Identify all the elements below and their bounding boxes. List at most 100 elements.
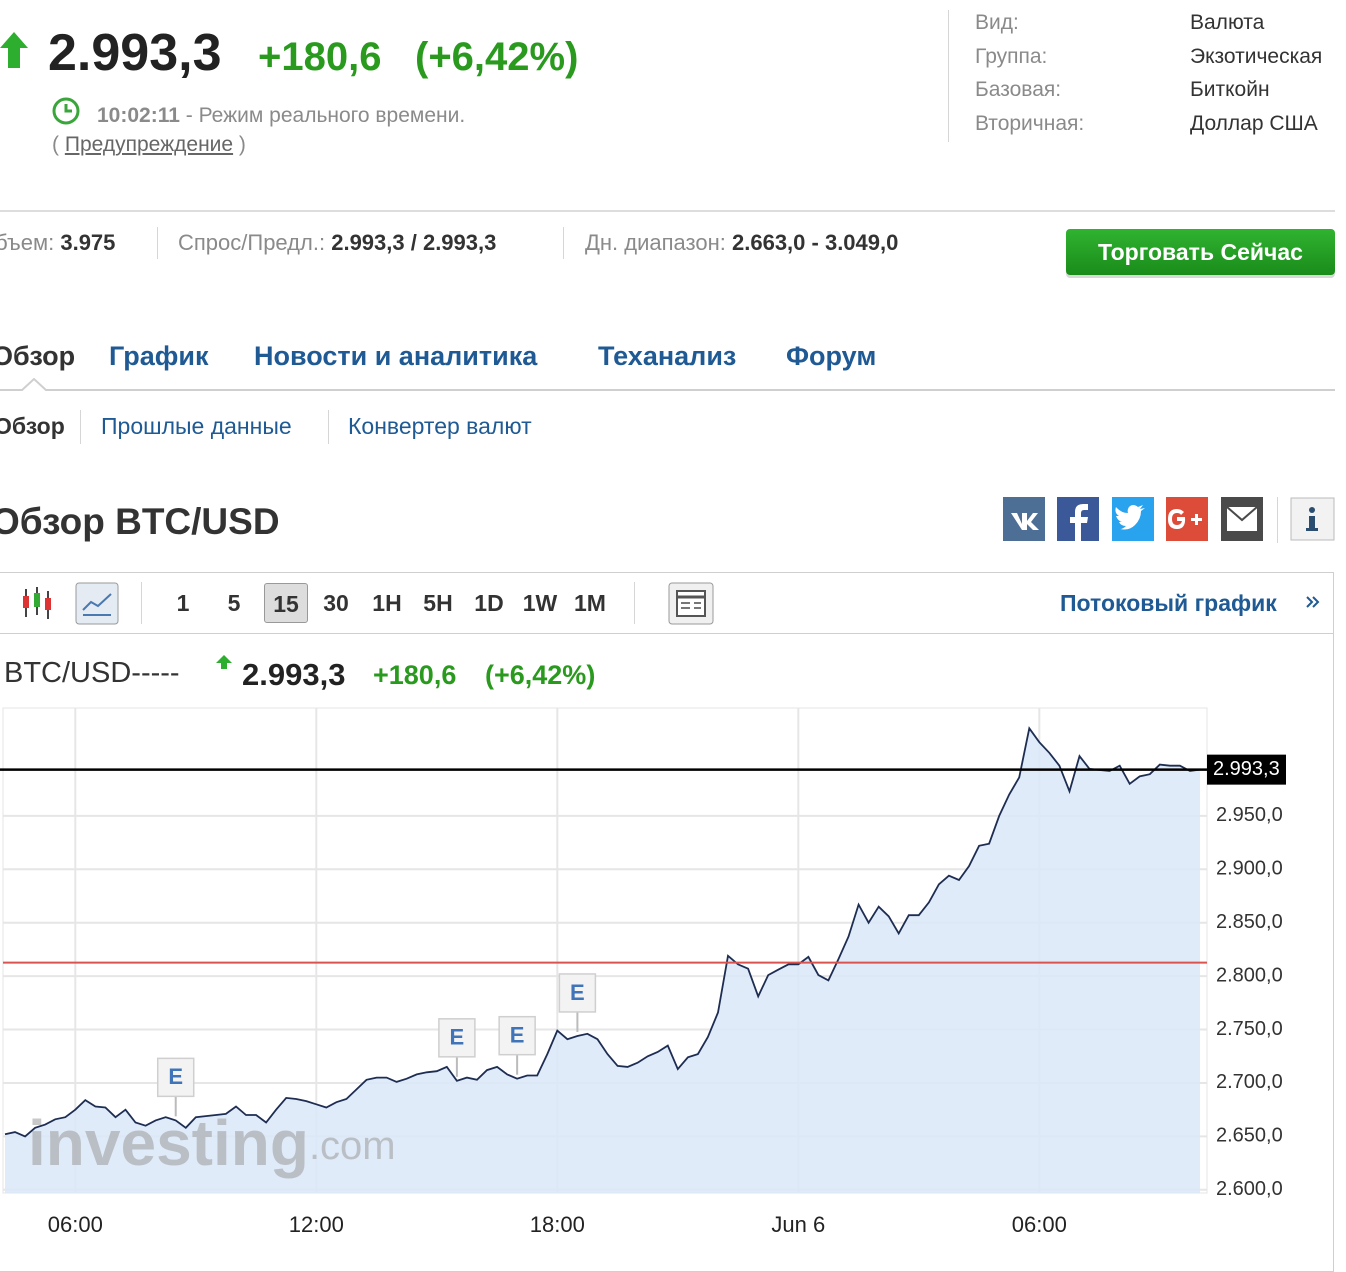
event-label: E	[450, 1025, 465, 1050]
watermark-domain: .com	[309, 1124, 396, 1168]
interval-button[interactable]: 1M	[574, 590, 606, 616]
y-tick-label: 2.800,0	[1216, 964, 1283, 986]
interval-button[interactable]: 30	[323, 590, 349, 616]
interval-button[interactable]: 1W	[522, 590, 558, 616]
subtab[interactable]: Прошлые данные	[101, 413, 292, 439]
vk-icon[interactable]	[1003, 497, 1045, 541]
price-line	[4, 726, 1201, 1138]
change: +180,6	[258, 35, 382, 79]
chevron-icon	[1306, 596, 1320, 608]
info-label: Вид:	[975, 11, 1019, 34]
interval-button[interactable]: 1H	[372, 590, 402, 616]
y-tick-label: 2.700,0	[1216, 1071, 1283, 1093]
interval-button-active[interactable]: 15	[264, 583, 308, 623]
tab-underline	[0, 389, 1335, 391]
divider	[948, 10, 949, 142]
tab[interactable]: Обзор	[0, 341, 76, 371]
y-tick-label: 2.950,0	[1216, 804, 1283, 826]
y-tick-label: 2.750,0	[1216, 1018, 1283, 1040]
price: 2.993,3	[48, 24, 222, 82]
event-marker	[558, 973, 597, 1013]
tab-caret	[21, 378, 47, 391]
separator	[1277, 497, 1278, 543]
section-title: Обзор BTC/USD	[0, 501, 280, 542]
facebook-icon[interactable]	[1057, 497, 1099, 541]
page: 2.993,3 +180,6 (+6,42%) 10:02:11 - Режим…	[0, 10, 1335, 1272]
up-arrow-icon	[216, 655, 232, 669]
line-chart-button[interactable]	[75, 582, 120, 626]
x-tick-label: 12:00	[289, 1212, 344, 1237]
warning-link[interactable]: Предупреждение	[64, 133, 234, 156]
subtab[interactable]: Обзор	[0, 413, 65, 439]
info-label: Группа:	[975, 44, 1048, 68]
info-value: Доллар США	[1190, 111, 1318, 135]
stat-value: 2.993,3 / 2.993,3	[331, 230, 497, 255]
layout-button[interactable]	[668, 582, 715, 626]
separator	[80, 410, 81, 444]
info-label: Вторичная:	[975, 111, 1085, 135]
trade-button[interactable]: Торговать Сейчас	[1066, 229, 1335, 275]
area-fill	[5, 728, 1200, 1193]
paren: (	[52, 133, 59, 156]
tab[interactable]: Новости и аналитика	[254, 341, 538, 371]
tab[interactable]: График	[109, 341, 209, 371]
event-marker	[498, 1015, 536, 1056]
interval-button[interactable]: 5	[227, 590, 241, 616]
info-value: Биткойн	[1190, 78, 1270, 101]
info-icon[interactable]	[1290, 497, 1335, 541]
interval-button[interactable]: 1D	[474, 590, 504, 616]
chart-symbol: BTC/USD-----	[4, 657, 180, 689]
separator	[157, 227, 158, 259]
time-line: 10:02:11 - Режим реального времени.	[97, 103, 465, 128]
last-price-box	[1207, 754, 1286, 785]
interval-button[interactable]: 5H	[423, 590, 453, 616]
separator	[563, 227, 564, 259]
change-percent: (+6,42%)	[415, 35, 579, 79]
x-tick-label: 18:00	[530, 1212, 585, 1237]
clock-icon	[52, 97, 80, 125]
event-label: E	[168, 1064, 183, 1089]
info-value: Валюта	[1190, 11, 1265, 34]
stat-value: 2.663,0 - 3.049,0	[732, 230, 899, 255]
time-note: - Режим реального времени.	[185, 104, 466, 127]
event-label: E	[510, 1023, 525, 1048]
separator	[328, 410, 329, 444]
googleplus-icon[interactable]	[1166, 497, 1208, 541]
stat: Спрос/Предл.: 2.993,3 / 2.993,3	[178, 230, 496, 256]
y-tick-label: 2.650,0	[1216, 1125, 1283, 1147]
tab[interactable]: Теханализ	[598, 341, 737, 371]
warning-line: ( Предупреждение )	[52, 132, 246, 157]
stat-value: 3.975	[60, 230, 116, 255]
paren: )	[238, 133, 246, 156]
stream-chart-link[interactable]: Потоковый график	[1060, 590, 1277, 616]
info-label: Базовая:	[975, 78, 1062, 101]
x-tick-label: 06:00	[1012, 1212, 1067, 1237]
y-tick-label: 2.900,0	[1216, 858, 1283, 880]
email-icon[interactable]	[1221, 497, 1263, 541]
stat: Объем: 3.975	[0, 230, 115, 256]
candlestick-button[interactable]	[20, 585, 60, 621]
twitter-icon[interactable]	[1112, 497, 1154, 541]
info-value: Экзотическая	[1190, 44, 1323, 68]
watermark: investing.com	[28, 1107, 396, 1179]
share-icons	[1003, 497, 1335, 543]
stat-label: Объем:	[0, 230, 55, 255]
event-marker	[156, 1057, 195, 1098]
toolbar-border	[0, 633, 1334, 634]
interval-button[interactable]: 1	[176, 590, 190, 616]
watermark-brand: investing	[28, 1107, 309, 1179]
time: 10:02:11	[97, 104, 180, 127]
price-chart: 2.600,0 2.650,0 2.700,0 2.750,0 2.800,0 2.850…	[0, 707, 1286, 1237]
y-tick-label: 2.600,0	[1216, 1178, 1283, 1200]
chart-change-percent: (+6,42%)	[485, 660, 596, 690]
up-arrow-icon	[0, 32, 28, 68]
stat-label: Спрос/Предл.:	[178, 230, 326, 255]
chart-change: +180,6	[373, 660, 457, 690]
stat-label: Дн. диапазон:	[585, 230, 726, 255]
subtab[interactable]: Конвертер валют	[348, 413, 532, 439]
tab[interactable]: Форум	[786, 341, 877, 371]
separator	[141, 582, 142, 624]
event-label: E	[570, 980, 585, 1005]
stat: Дн. диапазон: 2.663,0 - 3.049,0	[585, 230, 898, 256]
event-marker	[438, 1018, 476, 1058]
